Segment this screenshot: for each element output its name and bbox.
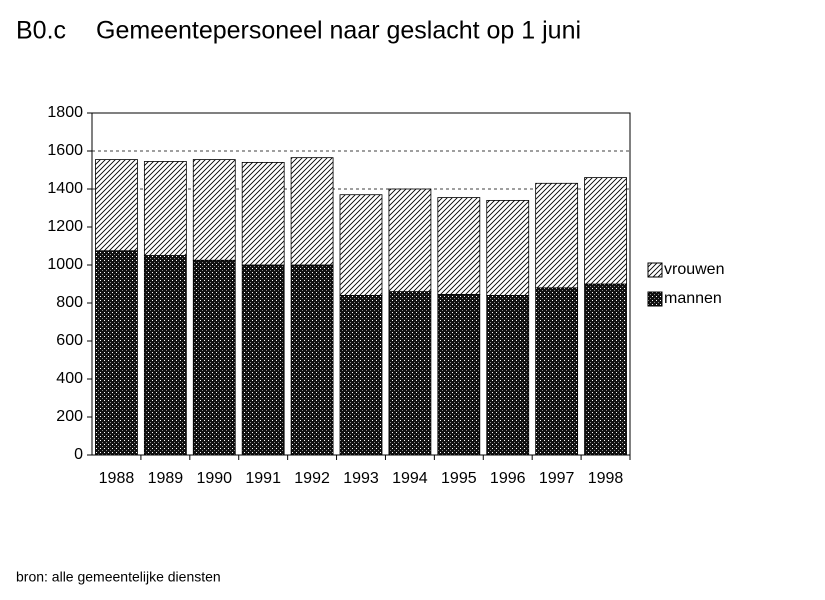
y-tick-label: 200 [56, 408, 83, 425]
bar-segment [95, 159, 138, 252]
bar-segment [241, 161, 285, 266]
bar-segment [584, 283, 627, 456]
x-tick-label: 1995 [441, 470, 477, 487]
plot-frame [91, 112, 631, 456]
bar-segment [192, 259, 236, 456]
bar-segment [241, 264, 285, 456]
bar-segment [535, 287, 579, 456]
y-tick-label: 600 [56, 332, 83, 349]
x-tick-label: 1988 [99, 470, 135, 487]
bar-segment [143, 161, 187, 256]
y-tick-label: 1400 [47, 180, 83, 197]
x-tick-label: 1994 [392, 470, 428, 487]
bar-segment [584, 177, 627, 285]
bar-segment [290, 264, 334, 456]
x-tick-label: 1992 [294, 470, 330, 487]
x-tick-label: 1990 [196, 470, 232, 487]
x-tick-label: 1993 [343, 470, 379, 487]
bar-segment [388, 291, 432, 456]
x-tick-label: 1989 [148, 470, 184, 487]
bar-segment [339, 194, 383, 296]
bar-segment [437, 294, 481, 456]
y-tick-label: 0 [74, 446, 83, 463]
legend-swatch [647, 291, 663, 307]
legend-swatch [647, 262, 663, 278]
bar-segment [143, 255, 187, 456]
y-tick-label: 800 [56, 294, 83, 311]
chart-label: B0.c [16, 17, 66, 45]
x-tick-label: 1996 [490, 470, 526, 487]
legend-label: vrouwen [664, 261, 724, 278]
bar-segment [486, 294, 530, 456]
bar-segment [388, 188, 432, 292]
bar-segment [437, 197, 481, 295]
x-tick-label: 1991 [245, 470, 281, 487]
bar-segment [290, 157, 334, 266]
source-note: bron: alle gemeentelijke diensten [16, 569, 221, 585]
y-tick-label: 1800 [47, 104, 83, 121]
chart-title: Gemeentepersoneel naar geslacht op 1 jun… [96, 17, 581, 45]
x-tick-label: 1997 [539, 470, 575, 487]
bar-segment [95, 250, 138, 456]
bar-segment [192, 159, 236, 261]
legend-label: mannen [664, 290, 722, 307]
x-tick-label: 1998 [588, 470, 624, 487]
bar-segment [339, 294, 383, 456]
y-tick-label: 1200 [47, 218, 83, 235]
y-tick-label: 1600 [47, 142, 83, 159]
bar-segment [486, 199, 530, 296]
y-tick-label: 1000 [47, 256, 83, 273]
bar-segment [535, 182, 579, 289]
y-tick-label: 400 [56, 370, 83, 387]
